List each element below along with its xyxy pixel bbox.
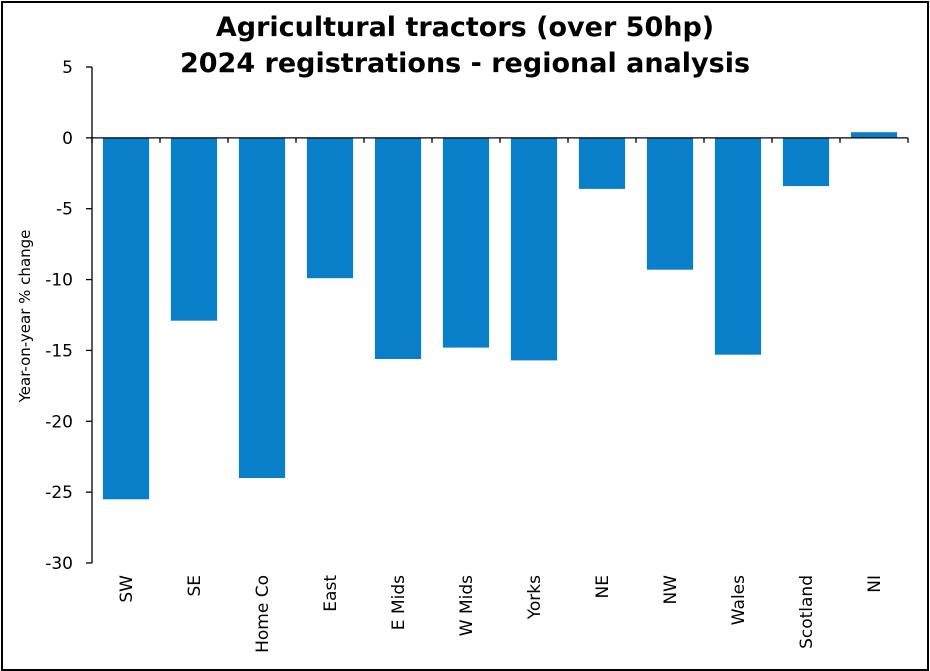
bar-nw [646,137,694,270]
y-tick-label: 5 [62,58,73,78]
bar-e-mids [374,137,422,359]
x-tick-label: NE [593,575,613,598]
x-tick-label: E Mids [389,575,409,630]
bar-ni [850,132,898,138]
x-tick-label: East [321,575,341,612]
x-tick-label: Yorks [525,575,545,620]
x-tick-label: SE [185,575,205,597]
y-tick-label: -25 [45,483,73,503]
chart-title: Agricultural tractors (over 50hp) 2024 r… [0,10,930,82]
x-tick-label: Scotland [797,575,817,649]
x-tick-label: NW [661,575,681,605]
y-tick-label: 0 [62,129,73,149]
y-tick-label: -5 [56,200,73,220]
bar-sw [102,137,150,500]
bar-home-co [238,137,286,478]
x-tick-label: SW [117,575,137,603]
bar-east [306,137,354,279]
y-tick-label: -15 [45,341,73,361]
x-tick-label: Home Co [253,575,273,653]
x-tick-label: W Mids [457,575,477,636]
y-tick-label: -20 [45,412,73,432]
x-tick-label: Wales [729,575,749,625]
chart-title-line-2: 2024 registrations - regional analysis [179,48,751,79]
bar-yorks [510,137,558,361]
bar-ne [578,137,626,189]
chart-title-line-1: Agricultural tractors (over 50hp) [215,12,715,43]
y-tick-label: -30 [45,554,73,574]
bar-w-mids [442,137,490,348]
bar-scotland [782,137,830,187]
bar-se [170,137,218,321]
bar-wales [714,137,762,355]
x-tick-label: NI [865,575,885,593]
y-tick-label: -10 [45,271,73,291]
